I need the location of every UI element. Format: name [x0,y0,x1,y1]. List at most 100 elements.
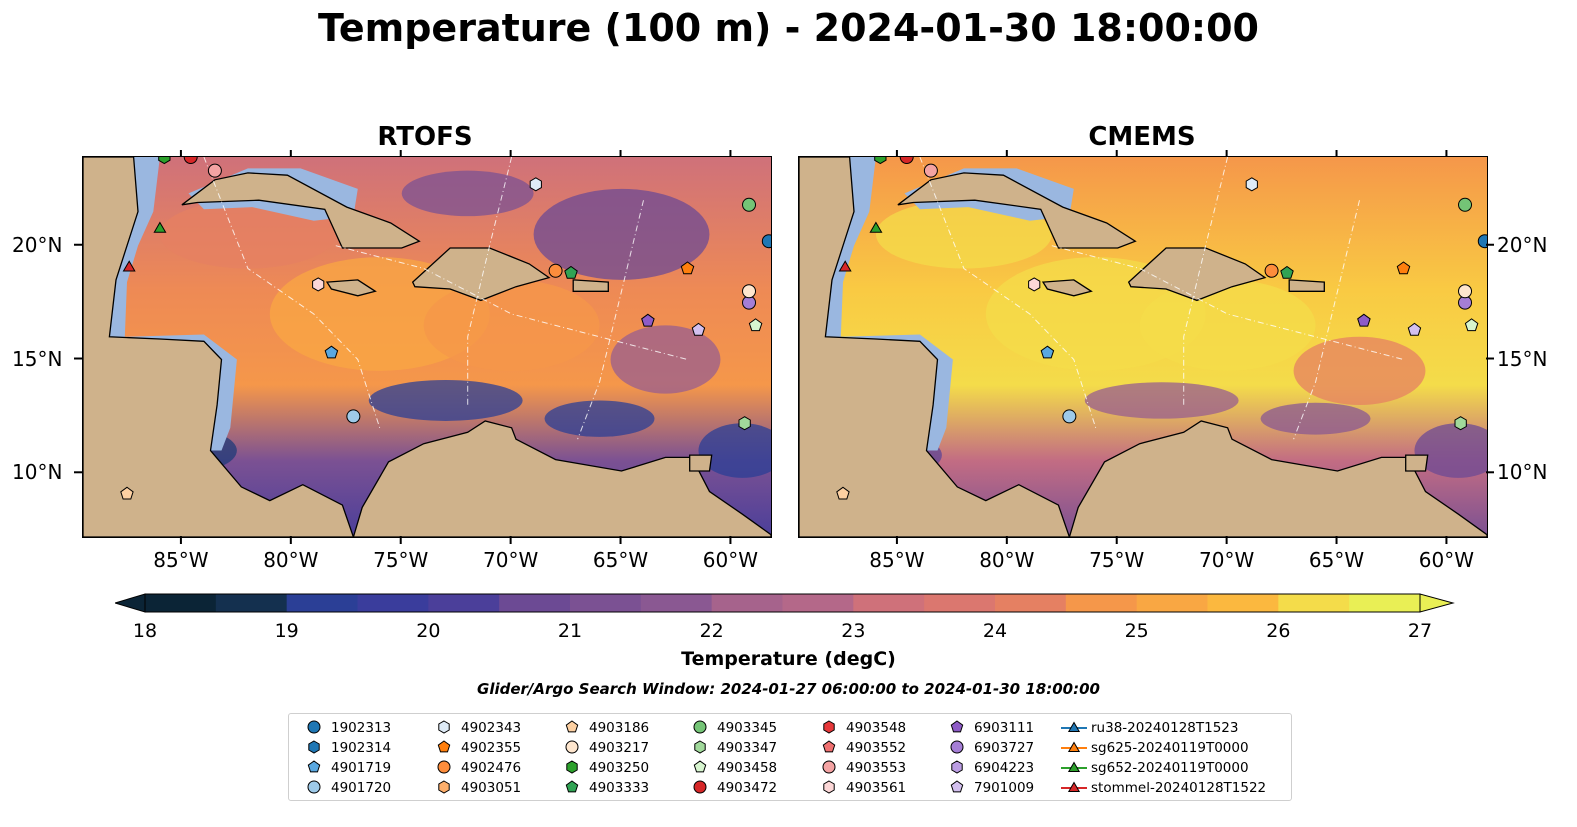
land-centralAmerica [83,157,355,537]
colorbar-segment [640,594,713,612]
marker-sg652-20240119T0000[interactable] [153,221,167,233]
marker-stommel-20240128T1522[interactable] [838,260,852,272]
colorbar-segment [995,594,1067,612]
marker-4903333[interactable] [1280,265,1294,279]
temperature-patch [533,188,710,280]
marker-4903333[interactable] [564,265,578,279]
legend-marker-icon [950,780,964,793]
temperature-patch [610,325,721,394]
marker-4903553[interactable] [923,163,938,178]
marker-4903186[interactable] [120,486,134,500]
colorbar-segment [853,594,925,612]
marker-4903345[interactable] [1458,197,1473,212]
colorbar-tick-label: 23 [841,620,866,642]
land-cuba [897,172,1137,249]
marker-4901719[interactable] [324,345,339,359]
marker-4902355[interactable] [1396,261,1411,275]
legend-label: 4903561 [846,780,907,796]
marker-4902476[interactable] [1264,263,1279,278]
land-southAmerica [1068,420,1487,537]
legend-marker-icon [950,720,964,733]
land-jamaica [1041,279,1093,297]
marker-4902355[interactable] [680,261,695,275]
legend-label: 7901009 [974,780,1035,796]
legend-label: 6904223 [974,760,1035,776]
marker-4903458[interactable] [748,318,763,332]
legend-label: 6903727 [974,740,1035,756]
marker-4901720[interactable] [1062,409,1077,424]
land-trinidad [689,454,713,472]
colorbar-segment [499,594,571,612]
marker-4903250[interactable] [158,157,171,165]
marker-4901720[interactable] [346,409,361,424]
map-panel-cmems[interactable] [798,156,1488,538]
marker-sg652-20240119T0000[interactable] [869,221,883,233]
marker-1902313[interactable] [1477,234,1487,249]
land-puertoRico [572,279,609,292]
legend-marker-icon [950,740,964,754]
marker-4903561[interactable] [312,277,325,292]
marker-4902476[interactable] [548,263,563,278]
marker-4903250[interactable] [874,157,887,165]
marker-4902343[interactable] [529,177,542,192]
lat-label-right: 20°N [1497,232,1548,257]
colorbar-tick-label: 21 [557,620,583,642]
marker-7901009[interactable] [1407,322,1422,336]
temperature-patch [875,200,1052,269]
marker-4903561[interactable] [1028,277,1041,292]
legend-label: 4901720 [331,780,392,796]
marker-6903111[interactable] [1357,313,1371,327]
legend-marker-icon [823,780,835,794]
marker-7901009[interactable] [691,322,706,336]
lat-label-left: 15°N [12,346,63,371]
legend-label: stommel-20240128T1522 [1091,780,1267,796]
colorbar-label: Temperature (degC) [681,648,896,670]
marker-4903553[interactable] [207,163,222,178]
marker-4903472[interactable] [899,157,914,164]
legend-marker-icon [307,780,321,794]
colorbar-extend-max [1419,593,1455,613]
colorbar-segment [782,594,854,612]
temperature-patch [368,379,523,421]
lat-label-left: 10°N [12,460,63,485]
legend-label: 4902343 [461,720,522,736]
land-hispaniola [411,247,551,302]
marker-4903345[interactable] [742,197,757,212]
legend-label: 4903552 [846,740,907,756]
marker-4903217[interactable] [1458,284,1473,299]
colorbar-segment [924,594,996,612]
panel-title-rtofs: RTOFS [377,122,473,152]
marker-4903186[interactable] [836,486,850,500]
temperature-patch [1414,423,1487,478]
marker-4903347[interactable] [738,416,751,431]
marker-4903472[interactable] [183,157,198,164]
colorbar-tick-label: 20 [416,620,441,642]
colorbar-tick-label: 18 [132,620,158,642]
temperature-patch [544,400,655,437]
marker-4903458[interactable] [1464,318,1479,332]
legend-marker-icon [1061,781,1087,792]
legend-marker-icon [693,780,707,794]
map-panel-rtofs[interactable] [82,156,772,538]
legend-marker-icon [951,760,963,774]
marker-4903347[interactable] [1454,416,1467,431]
lon-label: 65°W [592,548,649,572]
eez-boundary [577,200,644,440]
legend-marker-icon [823,720,835,734]
temperature-patch [698,423,771,478]
marker-4902343[interactable] [1245,177,1258,192]
legend-label: 4901719 [331,760,392,776]
marker-6903111[interactable] [641,313,655,327]
search-window-text: Glider/Argo Search Window: 2024-01-27 06… [477,680,1100,698]
legend-marker-icon [308,740,320,754]
marker-1902313[interactable] [761,234,771,249]
marker-4903217[interactable] [742,284,757,299]
axis-ticks [74,150,1494,544]
legend: 1902313 1902314 4901719 4901720 4902343 49023… [288,713,1292,801]
lon-label: 65°W [1308,548,1365,572]
marker-4901719[interactable] [1040,345,1055,359]
land-jamaica [325,279,377,297]
legend-label: 1902314 [331,740,392,756]
marker-stommel-20240128T1522[interactable] [122,260,136,272]
lon-label: 80°W [263,548,319,572]
